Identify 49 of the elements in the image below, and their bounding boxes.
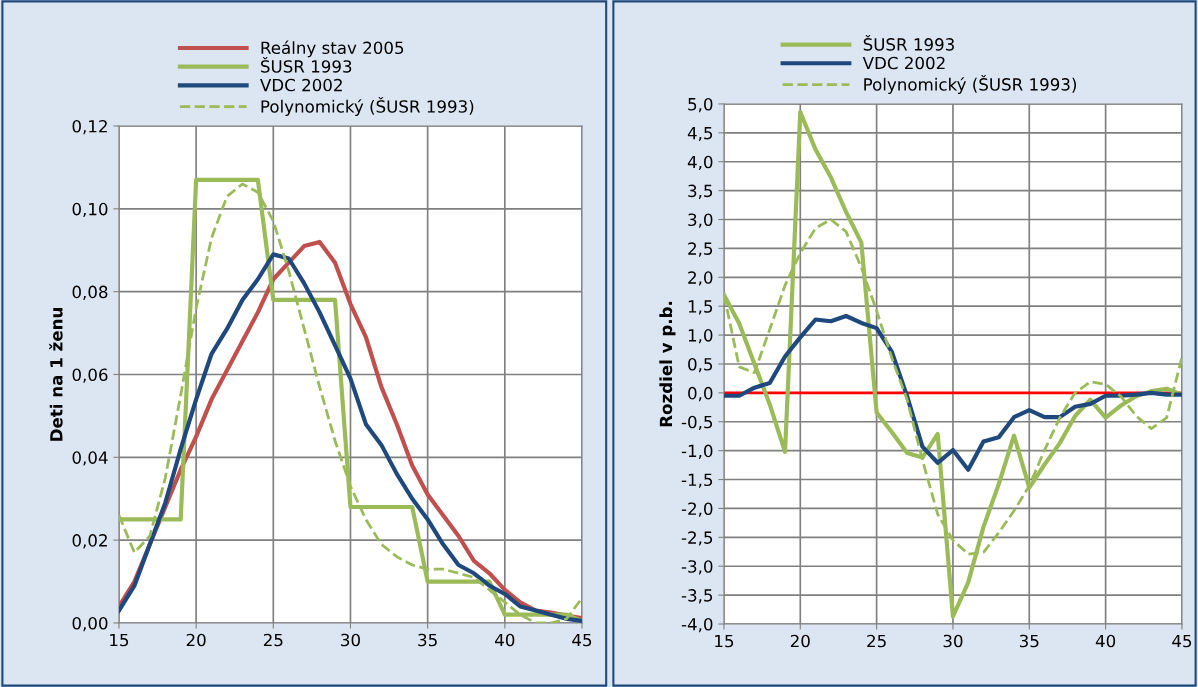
x-tick-label: 15 [110, 633, 129, 647]
y-tick-label: 0,12 [72, 119, 107, 135]
y-tick-label: -2,5 [681, 531, 713, 546]
y-axis-title: Deti na 1 ženu [49, 308, 63, 441]
y-tick-label: 0,00 [72, 616, 108, 632]
x-tick-label: 35 [418, 633, 437, 647]
x-tick-label: 35 [1019, 634, 1039, 648]
legend-label: Reálny stav 2005 [261, 40, 404, 58]
y-tick-label: 0,06 [72, 368, 108, 383]
y-tick-label: 3,0 [688, 213, 713, 228]
y-tick-label: 0,10 [72, 202, 108, 218]
x-tick-label: 40 [1095, 634, 1116, 648]
y-tick-label: 2,5 [688, 242, 713, 257]
legend-label: VDC 2002 [862, 56, 945, 70]
y-tick-label: 1,0 [688, 329, 713, 344]
x-tick-label: 45 [572, 633, 592, 647]
y-tick-label: 4,0 [687, 155, 713, 170]
legend-label: ŠUSR 1993 [863, 35, 954, 51]
y-tick-label: 0,0 [688, 386, 713, 402]
y-tick-label: 0,04 [72, 451, 108, 466]
legend-label: VDC 2002 [260, 78, 342, 92]
y-tick-label: -1,5 [681, 473, 713, 488]
x-tick-label: 30 [341, 633, 360, 647]
x-tick-label: 25 [263, 633, 283, 647]
y-tick-label: 2,0 [688, 271, 713, 286]
y-tick-label: 4,5 [687, 127, 713, 142]
y-tick-label: -1,0 [681, 444, 713, 459]
x-tick-label: 45 [1172, 634, 1192, 648]
y-tick-label: -2,0 [681, 502, 713, 517]
y-tick-label: -4,0 [681, 617, 713, 633]
legend-label: ŠUSR 1993 [261, 57, 352, 73]
y-axis-title: Rozdiel v p.b. [659, 301, 676, 427]
x-tick-label: 40 [495, 633, 515, 647]
y-tick-label: 3,5 [688, 184, 713, 199]
y-tick-label: -3,0 [681, 560, 713, 575]
y-tick-label: 5,0 [688, 97, 713, 113]
x-tick-label: 25 [867, 634, 886, 648]
x-tick-label: 20 [186, 633, 206, 647]
x-tick-label: 20 [790, 634, 810, 648]
legend-label: Polynomický (ŠUSR 1993) [261, 97, 474, 116]
y-tick-label: 0,5 [688, 357, 713, 373]
x-tick-label: 30 [943, 634, 963, 648]
y-tick-label: -0,5 [681, 415, 713, 431]
y-tick-label: 0,02 [72, 534, 107, 549]
y-tick-label: -3,5 [681, 589, 713, 604]
x-tick-label: 15 [715, 634, 734, 648]
y-tick-label: 0,08 [72, 285, 108, 300]
legend-label: Polynomický (ŠUSR 1993) [864, 75, 1077, 94]
y-tick-label: 1,5 [688, 300, 713, 315]
